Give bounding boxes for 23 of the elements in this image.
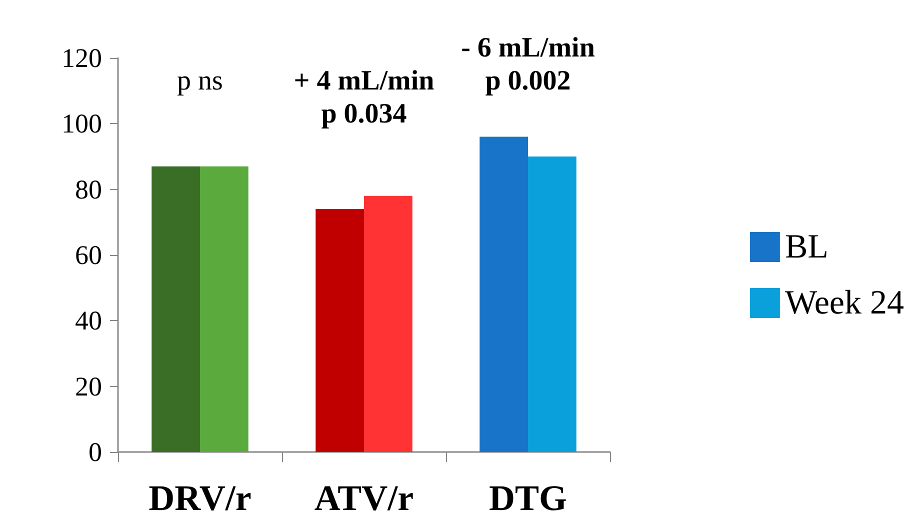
bar <box>480 136 528 452</box>
bar <box>152 166 200 452</box>
legend-label: Week 24 <box>784 284 904 322</box>
bar <box>528 156 576 452</box>
x-tick-label: ATV/r <box>314 478 414 518</box>
annotation: p 0.034 <box>321 98 407 130</box>
annotation: p ns <box>177 65 223 96</box>
bar <box>200 166 248 452</box>
annotation: + 4 mL/min <box>294 65 435 96</box>
annotation: p 0.002 <box>485 65 571 96</box>
legend-label: BL <box>784 228 828 266</box>
x-tick-label: DRV/r <box>148 478 252 518</box>
bar <box>316 209 364 452</box>
bar <box>364 196 412 452</box>
y-tick-label: 60 <box>75 240 102 270</box>
y-tick-label: 40 <box>75 306 102 336</box>
x-tick-label: DTG <box>488 478 568 518</box>
y-tick-label: 100 <box>62 108 102 139</box>
y-tick-label: 120 <box>62 43 102 73</box>
y-tick-label: 20 <box>75 371 102 402</box>
annotation: - 6 mL/min <box>461 32 596 64</box>
y-tick-label: 80 <box>75 174 102 204</box>
y-tick-label: 0 <box>88 437 102 467</box>
